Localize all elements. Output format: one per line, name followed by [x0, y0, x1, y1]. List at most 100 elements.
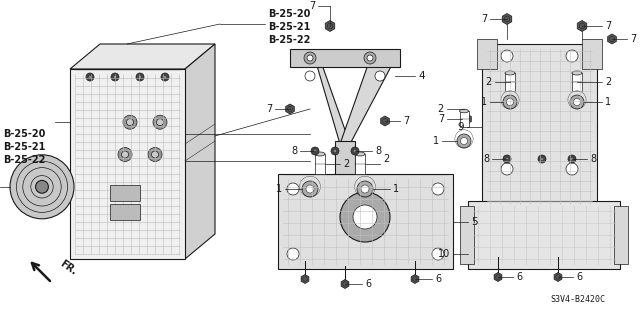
Polygon shape — [285, 104, 294, 114]
Bar — [315, 154, 325, 174]
Polygon shape — [340, 59, 395, 144]
Text: 4: 4 — [418, 71, 424, 81]
Polygon shape — [577, 20, 587, 32]
Ellipse shape — [355, 152, 365, 156]
Text: 6: 6 — [435, 274, 441, 284]
Polygon shape — [502, 13, 512, 25]
Circle shape — [375, 71, 385, 81]
Circle shape — [302, 181, 318, 197]
Circle shape — [305, 71, 315, 81]
Text: 1: 1 — [276, 184, 282, 194]
Circle shape — [505, 157, 509, 161]
Circle shape — [113, 75, 117, 79]
Circle shape — [501, 163, 513, 175]
Bar — [70, 69, 185, 259]
Polygon shape — [70, 44, 215, 69]
Bar — [320, 193, 370, 211]
Circle shape — [540, 157, 544, 161]
Circle shape — [367, 55, 373, 61]
Text: 5: 5 — [471, 217, 477, 227]
Circle shape — [287, 248, 299, 260]
Circle shape — [353, 205, 377, 229]
Text: 8: 8 — [291, 146, 297, 156]
Text: 1: 1 — [433, 136, 439, 146]
Text: 6: 6 — [365, 279, 371, 289]
Circle shape — [568, 155, 576, 163]
Text: 7: 7 — [266, 104, 272, 114]
Ellipse shape — [460, 109, 468, 113]
Circle shape — [566, 163, 578, 175]
Circle shape — [148, 147, 162, 161]
Polygon shape — [463, 114, 471, 124]
Polygon shape — [185, 44, 215, 259]
Text: B-25-22: B-25-22 — [3, 155, 45, 165]
Circle shape — [86, 73, 94, 81]
Circle shape — [153, 115, 167, 129]
Circle shape — [136, 73, 144, 81]
Text: 7: 7 — [481, 14, 487, 24]
Text: 6: 6 — [576, 272, 582, 282]
Circle shape — [506, 99, 513, 106]
Circle shape — [138, 75, 142, 79]
Text: 6: 6 — [516, 272, 522, 282]
Bar — [614, 206, 628, 264]
Circle shape — [10, 155, 74, 219]
Polygon shape — [341, 279, 349, 288]
Polygon shape — [494, 272, 502, 281]
Text: B-25-21: B-25-21 — [268, 22, 310, 32]
Polygon shape — [381, 116, 389, 126]
Circle shape — [36, 181, 49, 193]
Circle shape — [503, 95, 517, 109]
Circle shape — [357, 181, 373, 197]
Circle shape — [351, 147, 359, 155]
Circle shape — [127, 119, 134, 126]
Text: 1: 1 — [393, 184, 399, 194]
Bar — [572, 73, 582, 91]
Circle shape — [361, 185, 369, 193]
Text: B-25-22: B-25-22 — [268, 35, 310, 45]
Text: B-25-20: B-25-20 — [268, 9, 310, 19]
Polygon shape — [607, 34, 616, 44]
Text: 2: 2 — [343, 159, 349, 169]
Circle shape — [313, 149, 317, 153]
Bar — [460, 206, 474, 264]
Text: 2: 2 — [486, 77, 492, 87]
Circle shape — [461, 137, 467, 145]
Circle shape — [163, 75, 167, 79]
Circle shape — [111, 73, 119, 81]
Bar — [505, 73, 515, 91]
Circle shape — [457, 134, 471, 148]
Ellipse shape — [572, 71, 582, 75]
Circle shape — [331, 147, 339, 155]
Circle shape — [432, 248, 444, 260]
Circle shape — [287, 183, 299, 195]
Bar — [477, 39, 497, 69]
Circle shape — [333, 149, 337, 153]
Text: B-25-21: B-25-21 — [3, 142, 45, 152]
Bar — [355, 154, 365, 174]
Circle shape — [340, 192, 390, 242]
Bar — [278, 174, 453, 269]
Circle shape — [306, 185, 314, 193]
Circle shape — [161, 73, 169, 81]
Text: 2: 2 — [605, 77, 611, 87]
Text: 1: 1 — [481, 97, 487, 107]
Bar — [335, 141, 355, 199]
Text: 8: 8 — [590, 154, 596, 164]
Bar — [482, 44, 597, 209]
Polygon shape — [325, 20, 335, 32]
Bar — [468, 201, 620, 269]
Circle shape — [307, 55, 313, 61]
Circle shape — [88, 75, 92, 79]
Circle shape — [353, 149, 357, 153]
Ellipse shape — [315, 152, 325, 156]
Polygon shape — [554, 272, 562, 281]
Polygon shape — [411, 275, 419, 284]
Text: FR.: FR. — [58, 258, 79, 277]
Circle shape — [364, 52, 376, 64]
Circle shape — [311, 147, 319, 155]
Text: 8: 8 — [483, 154, 489, 164]
Bar — [460, 111, 468, 127]
Circle shape — [122, 151, 129, 158]
Ellipse shape — [505, 71, 515, 75]
